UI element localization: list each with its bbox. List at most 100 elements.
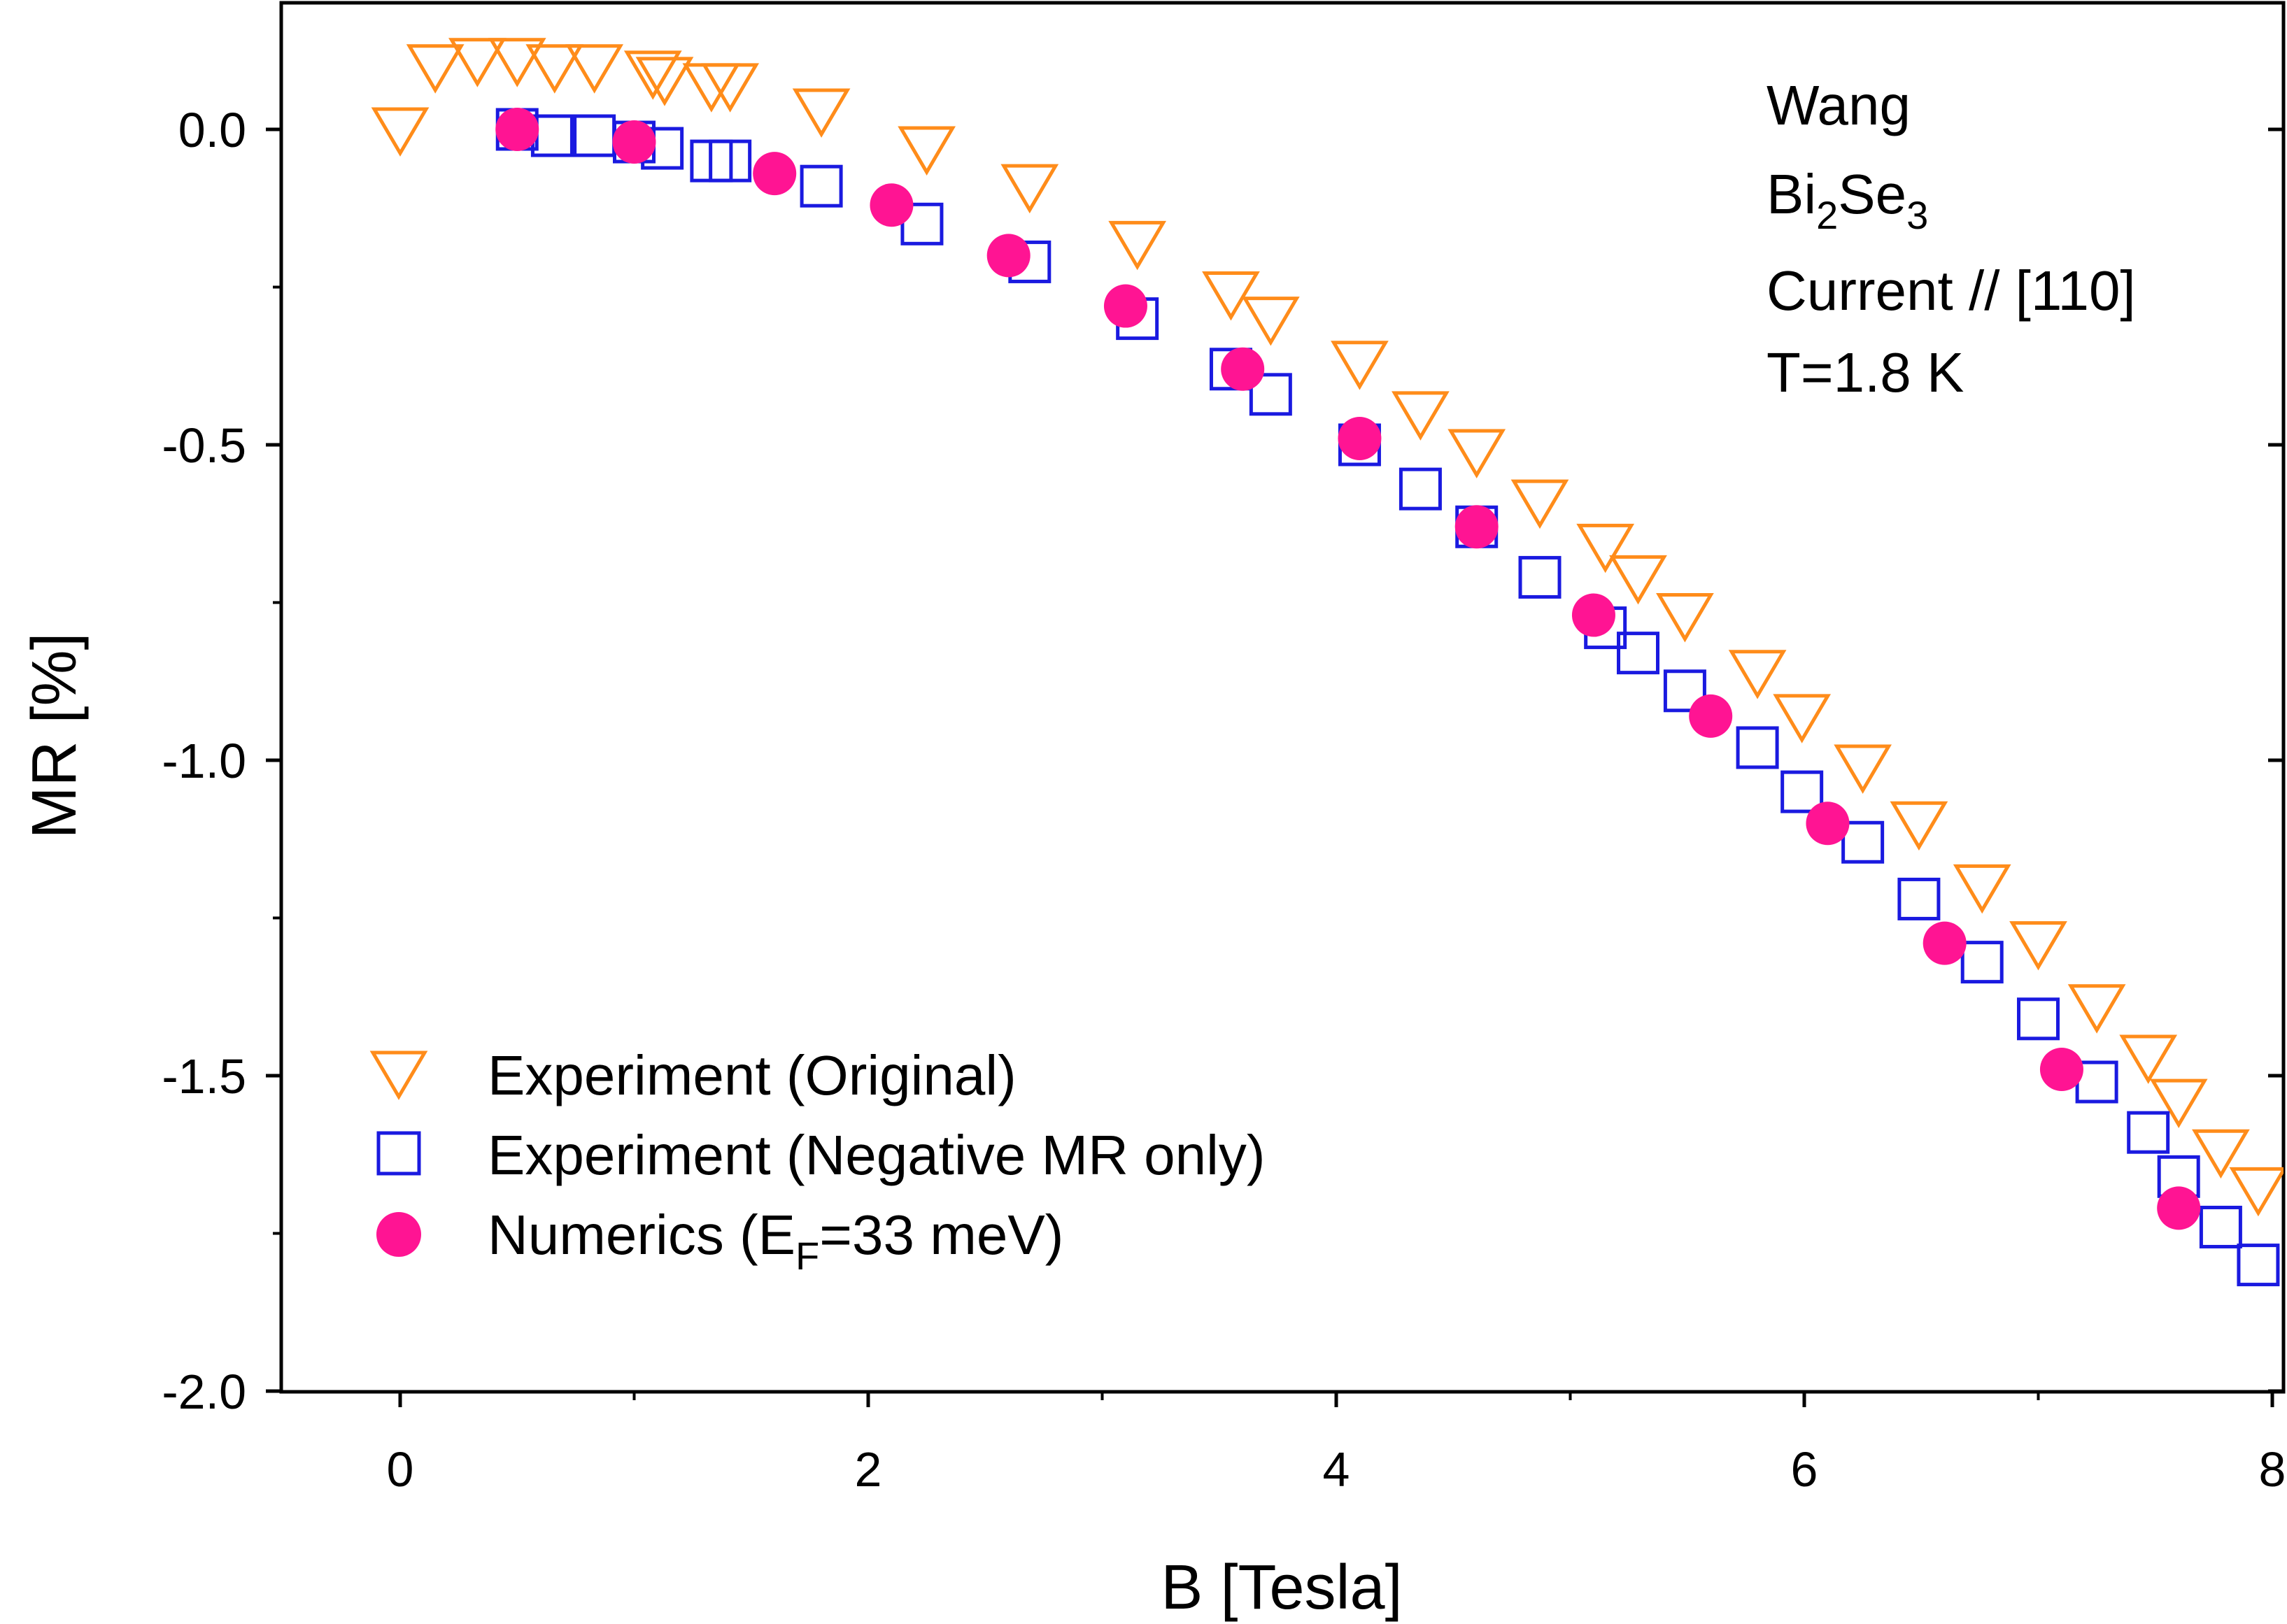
annotation-material: Bi2Se3 <box>1766 163 1928 237</box>
data-marks <box>371 38 2284 1287</box>
original-point <box>635 57 694 106</box>
legend: Experiment (Original) Experiment (Negati… <box>369 1044 1265 1278</box>
y-tick-labels: 0.0 -0.5 -1.0 -1.5 -2.0 <box>162 103 246 1419</box>
numerics-point <box>986 234 1031 278</box>
negative-mr-point <box>1841 820 1885 864</box>
original-point <box>1202 271 1260 321</box>
y-axis-label: MR [%] <box>20 632 90 839</box>
numerics-point <box>2039 1047 2083 1091</box>
original-point <box>525 44 584 94</box>
original-point <box>448 38 507 87</box>
original-point <box>371 107 430 157</box>
annotation-author: Wang <box>1766 74 1911 136</box>
original-point <box>1000 164 1059 214</box>
original-point <box>2229 1167 2284 1217</box>
negative-mr-point <box>1897 877 1941 920</box>
negative-mr-point <box>709 139 752 183</box>
original-point <box>2009 921 2067 971</box>
legend-entry-original: Experiment (Original) <box>369 1044 1017 1106</box>
negative-mr-point <box>573 114 616 157</box>
y-tick-label: -2.0 <box>162 1365 246 1419</box>
plot-frame <box>279 1 2286 1394</box>
original-point <box>1241 297 1300 346</box>
y-tick-label: -1.5 <box>162 1049 246 1104</box>
original-point <box>898 126 956 176</box>
original-point <box>2149 1078 2208 1129</box>
numerics-point <box>1454 505 1499 549</box>
original-point <box>565 44 624 94</box>
numerics-point <box>2157 1186 2201 1230</box>
numerics-point <box>753 152 797 196</box>
negative-mr-point <box>900 202 944 245</box>
negative-mr-point <box>1399 467 1442 511</box>
original-point <box>1108 220 1167 271</box>
legend-entry-numerics: Numerics (EF=33 meV) <box>376 1204 1063 1278</box>
negative-mr-point <box>1663 669 1706 713</box>
numerics-point <box>1571 593 1615 637</box>
original-point <box>1609 555 1667 605</box>
original-point <box>2119 1034 2178 1084</box>
negative-mr-point <box>800 164 843 208</box>
numerics-point <box>870 183 914 227</box>
original-point <box>1953 864 2011 914</box>
x-tick-label: 0 <box>387 1442 414 1497</box>
annotation: Wang Bi2Se3 Current // [110] T=1.8 K <box>1766 74 2136 404</box>
negative-mr-point <box>1780 770 1824 813</box>
legend-square-marker <box>376 1131 421 1176</box>
negative-mr-point <box>2127 1111 2170 1154</box>
original-point <box>701 63 760 113</box>
original-point <box>406 44 465 94</box>
original-point <box>1576 523 1635 574</box>
original-point <box>1773 694 1832 743</box>
original-point <box>1890 801 1948 851</box>
negative-mr-point <box>1617 632 1660 675</box>
original-point <box>1447 429 1506 478</box>
x-tick-labels: 0 2 4 6 8 <box>387 1442 2286 1497</box>
negative-mr-point <box>1960 941 2004 984</box>
negative-mr-point <box>530 114 574 157</box>
negative-mr-point <box>1249 373 1292 416</box>
numerics-point <box>1103 284 1147 328</box>
annotation-current: Current // [110] <box>1766 259 2136 322</box>
original-point <box>623 50 682 100</box>
original-point <box>1656 593 1714 643</box>
legend-label-numerics: Numerics (EF=33 meV) <box>488 1204 1063 1278</box>
numerics-point <box>1923 921 1967 965</box>
annotation-temperature: T=1.8 K <box>1766 341 1964 404</box>
numerics-point <box>1806 802 1850 846</box>
original-point <box>1510 479 1569 529</box>
legend-circle-marker <box>376 1212 421 1257</box>
legend-label-original: Experiment (Original) <box>488 1044 1017 1106</box>
original-point <box>2067 984 2126 1034</box>
negative-mr-point <box>2199 1205 2242 1248</box>
original-point <box>1728 650 1787 699</box>
original-point <box>1392 391 1450 441</box>
y-tick-label: -1.0 <box>162 734 246 788</box>
x-tick-label: 2 <box>855 1442 882 1497</box>
numerics-point <box>495 108 539 151</box>
original-point <box>792 88 851 138</box>
x-tick-label: 8 <box>2259 1442 2286 1497</box>
axis-ticks <box>266 127 2284 1407</box>
x-axis-label: B [Tesla] <box>1161 1553 1402 1623</box>
original-point <box>2192 1129 2250 1179</box>
numerics-point <box>612 120 656 164</box>
y-tick-label: 0.0 <box>178 103 246 157</box>
negative-mr-point <box>2017 997 2060 1041</box>
legend-label-negative: Experiment (Negative MR only) <box>488 1124 1265 1186</box>
original-point <box>1331 341 1389 390</box>
numerics-point <box>1338 416 1382 460</box>
numerics-point <box>1689 694 1733 738</box>
original-point <box>488 38 546 87</box>
original-point <box>1834 744 1892 794</box>
x-tick-label: 6 <box>1791 1442 1818 1497</box>
numerics-point <box>1221 347 1265 391</box>
x-tick-label: 4 <box>1323 1442 1350 1497</box>
legend-triangle-marker <box>369 1050 428 1100</box>
negative-mr-point <box>1736 726 1779 769</box>
legend-entry-negative: Experiment (Negative MR only) <box>376 1124 1265 1186</box>
negative-mr-point <box>2237 1244 2280 1287</box>
negative-mr-point <box>1518 555 1562 599</box>
y-tick-label: -0.5 <box>162 418 246 473</box>
